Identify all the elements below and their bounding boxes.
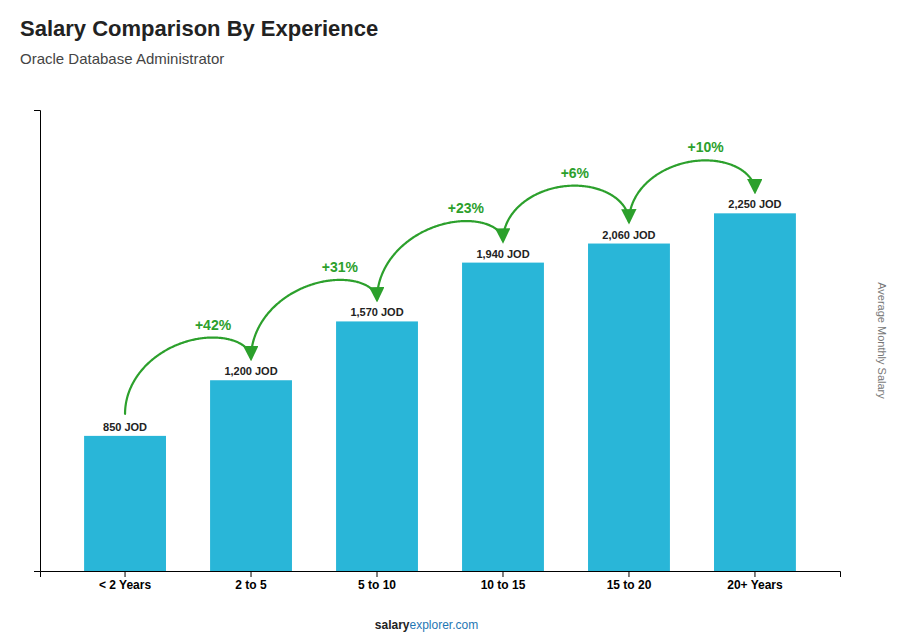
x-tick: 20+ Years [727, 571, 783, 592]
bar [84, 436, 166, 571]
change-label: +31% [322, 259, 359, 275]
x-tick-mark [377, 571, 378, 577]
x-tick-label: 15 to 20 [607, 578, 652, 592]
x-tick: 5 to 10 [358, 571, 396, 592]
y-axis [34, 111, 41, 572]
x-tick: < 2 Years [99, 571, 151, 592]
change-arc [377, 221, 503, 299]
data-label: 1,940 JOD [476, 248, 529, 260]
chart: Salary Comparison By Experience Oracle Da… [0, 0, 900, 641]
x-tick-label: 5 to 10 [358, 578, 396, 592]
x-tick-mark [502, 571, 503, 577]
footer: salary [375, 618, 410, 632]
data-label: 1,570 JOD [350, 306, 403, 318]
x-tick-mark [251, 571, 252, 577]
x-tick-mark [125, 571, 126, 577]
change-arc [629, 160, 755, 221]
change-arc [251, 280, 377, 358]
change-label: +6% [561, 165, 590, 181]
plot: < 2 Years 2 to 5 5 to 10 10 to 15 15 to 20 20… [34, 111, 841, 592]
y-axis-line [34, 111, 41, 572]
x-tick: 2 to 5 [235, 571, 267, 592]
data-label: 850 JOD [103, 421, 147, 433]
data-labels: 850 JOD 1,200 JOD 1,570 JOD 1,940 JOD 2,060 … [103, 198, 782, 433]
x-tick-label: < 2 Years [99, 578, 151, 592]
bar [336, 321, 418, 571]
data-label: 2,060 JOD [602, 229, 655, 241]
change-label: +23% [448, 200, 485, 216]
change-arc [125, 338, 251, 414]
title: Salary Comparison By Experience [20, 16, 378, 41]
bar [714, 213, 796, 571]
subtitle: Oracle Database Administrator [20, 50, 224, 67]
bar [462, 263, 544, 571]
x-tick-label: 20+ Years [727, 578, 783, 592]
change-arcs: +42% +31% +23% +6% +10% [125, 139, 755, 413]
x-tick-label: 2 to 5 [235, 578, 267, 592]
bars [84, 213, 796, 571]
data-label: 2,250 JOD [728, 198, 781, 210]
x-tick: 10 to 15 [481, 571, 526, 592]
bar [210, 380, 292, 571]
y-axis-title: Average Monthly Salary [876, 282, 888, 399]
change-label: +10% [688, 139, 725, 155]
change-arc [503, 186, 629, 241]
x-tick-mark [754, 571, 755, 577]
data-label: 1,200 JOD [224, 365, 277, 377]
x-tick-mark [628, 571, 629, 577]
change-label: +42% [195, 317, 232, 333]
bar [588, 244, 670, 571]
footer: explorer.com [410, 618, 479, 632]
x-axis-line [41, 572, 841, 578]
x-tick-label: 10 to 15 [481, 578, 526, 592]
x-tick: 15 to 20 [607, 571, 652, 592]
x-axis: < 2 Years 2 to 5 5 to 10 10 to 15 15 to 20 20… [41, 571, 841, 592]
